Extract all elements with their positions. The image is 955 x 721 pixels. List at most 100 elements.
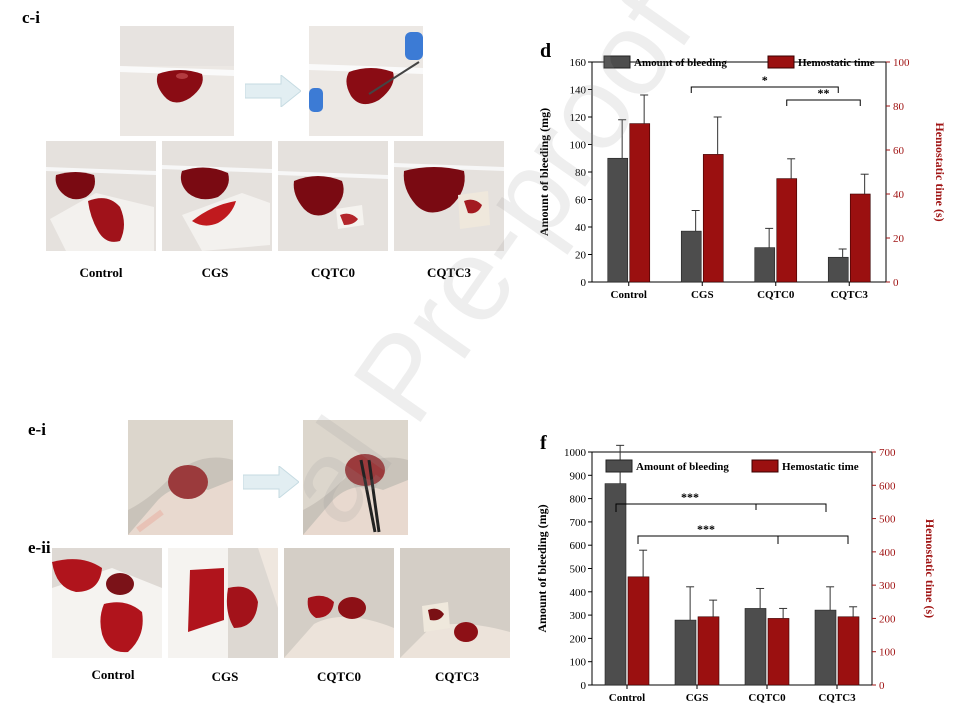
right-arrow-icon <box>242 464 300 503</box>
y-axis-title: Amount of bleeding (mg) <box>537 108 551 236</box>
y2-tick-label: 100 <box>893 57 910 69</box>
legend-swatch-hemostatic <box>767 55 795 69</box>
y2-tick-label: 60 <box>893 145 905 157</box>
liver-photo-cgs <box>162 141 272 251</box>
y-tick-label: 120 <box>570 112 587 124</box>
legend-swatch-bleeding <box>605 459 633 473</box>
x-tick-label: CGS <box>686 692 709 704</box>
bar-bleeding <box>604 483 627 686</box>
y-tick-label: 100 <box>570 657 587 669</box>
x-tick-label: CQTC3 <box>831 289 869 301</box>
x-tick-label: CQTC0 <box>748 692 786 704</box>
caption-liver-cqtc0: CQTC0 <box>310 265 356 280</box>
liver-photo-cut <box>309 26 423 136</box>
significance-bracket <box>786 99 861 106</box>
significance-label: *** <box>697 522 715 536</box>
y2-tick-label: 500 <box>879 514 896 526</box>
y2-tick-label: 0 <box>893 277 899 289</box>
y2-tick-label: 300 <box>879 580 896 592</box>
liver-photo-cqtc3 <box>394 141 504 251</box>
y2-tick-label: 20 <box>893 233 905 245</box>
bar-bleeding <box>814 609 837 686</box>
y-tick-label: 0 <box>581 277 587 289</box>
legend-label-bleeding: Amount of bleeding <box>634 57 727 69</box>
bar-hemostatic <box>837 616 860 686</box>
panel-label-f: f <box>540 432 547 454</box>
y2-tick-label: 400 <box>879 547 896 559</box>
panel-label-e-ii: e-ii <box>28 538 51 557</box>
y-tick-label: 900 <box>570 470 587 482</box>
caption-mouse-control: Control <box>91 667 135 682</box>
y-tick-label: 60 <box>575 195 587 207</box>
significance-bracket <box>690 86 839 93</box>
chart-f: 0 100 200 300 400 500 600 700 800 900 1000 0 100 200 3… <box>535 444 937 704</box>
panel-label-d: d <box>540 40 552 62</box>
significance-label: ** <box>818 86 830 100</box>
y-tick-label: 800 <box>570 494 587 506</box>
x-tick-label: CQTC0 <box>757 289 795 301</box>
caption-liver-cgs: CGS <box>201 265 229 280</box>
bar-hemostatic <box>767 618 790 686</box>
bar-bleeding <box>607 157 629 283</box>
liver-photo-control <box>46 141 156 251</box>
bar-hemostatic <box>776 178 798 283</box>
significance-bracket <box>615 503 757 512</box>
bar-hemostatic <box>627 576 650 686</box>
bar-hemostatic <box>697 616 720 686</box>
panel-label-c-i: c-i <box>22 8 40 27</box>
bar-hemostatic <box>849 193 871 283</box>
y-tick-label: 1000 <box>564 447 587 459</box>
y-tick-label: 40 <box>575 222 587 234</box>
y-tick-label: 200 <box>570 633 587 645</box>
mouse-photo-control <box>52 548 162 658</box>
caption-liver-cqtc3: CQTC3 <box>426 265 472 280</box>
legend-label-hemostatic: Hemostatic time <box>798 57 875 69</box>
y2-tick-label: 200 <box>879 613 896 625</box>
mouse-photo-before <box>128 420 233 535</box>
caption-mouse-cqtc0: CQTC0 <box>316 669 362 684</box>
y-tick-label: 100 <box>570 140 587 152</box>
y-tick-label: 500 <box>570 564 587 576</box>
caption-mouse-cgs: CGS <box>211 669 239 684</box>
significance-label: *** <box>681 490 699 504</box>
y2-axis-title: Hemostatic time (s) <box>923 519 937 618</box>
y-axis-title: Amount of bleeding (mg) <box>535 504 549 632</box>
bar-bleeding <box>674 619 697 686</box>
caption-liver-control: Control <box>79 265 123 280</box>
y2-tick-label: 100 <box>879 647 896 659</box>
y2-tick-label: 40 <box>893 189 905 201</box>
y-tick-label: 140 <box>570 85 587 97</box>
x-tick-label: Control <box>609 692 645 704</box>
y2-axis-title: Hemostatic time (s) <box>933 122 947 221</box>
significance-bracket <box>615 503 827 512</box>
bar-bleeding <box>827 256 849 283</box>
x-tick-label: Control <box>611 289 647 301</box>
liver-photo-cqtc0 <box>278 141 388 251</box>
y-tick-label: 0 <box>581 680 587 692</box>
bar-hemostatic <box>629 123 651 283</box>
y-tick-label: 20 <box>575 250 587 262</box>
significance-label: * <box>762 73 768 87</box>
caption-mouse-cqtc3: CQTC3 <box>434 669 480 684</box>
liver-photo-before <box>120 26 234 136</box>
significance-bracket <box>637 535 849 544</box>
mouse-photo-cqtc3 <box>400 548 510 658</box>
bar-bleeding <box>680 230 702 283</box>
x-tick-label: CQTC3 <box>818 692 856 704</box>
legend-label-hemostatic: Hemostatic time <box>782 461 859 473</box>
y-tick-label: 160 <box>570 57 587 69</box>
bar-bleeding <box>744 608 767 686</box>
y2-tick-label: 0 <box>879 680 885 692</box>
mouse-photo-cgs <box>168 548 278 658</box>
y-tick-label: 80 <box>575 167 587 179</box>
mouse-photo-cut <box>303 420 408 535</box>
right-arrow-icon <box>244 73 302 112</box>
y-tick-label: 700 <box>570 517 587 529</box>
legend-label-bleeding: Amount of bleeding <box>636 461 729 473</box>
mouse-photo-cqtc0 <box>284 548 394 658</box>
panel-label-e-i: e-i <box>28 420 46 439</box>
y-tick-label: 600 <box>570 540 587 552</box>
legend-swatch-hemostatic <box>751 459 779 473</box>
y2-tick-label: 80 <box>893 101 905 113</box>
y-tick-label: 300 <box>570 610 587 622</box>
